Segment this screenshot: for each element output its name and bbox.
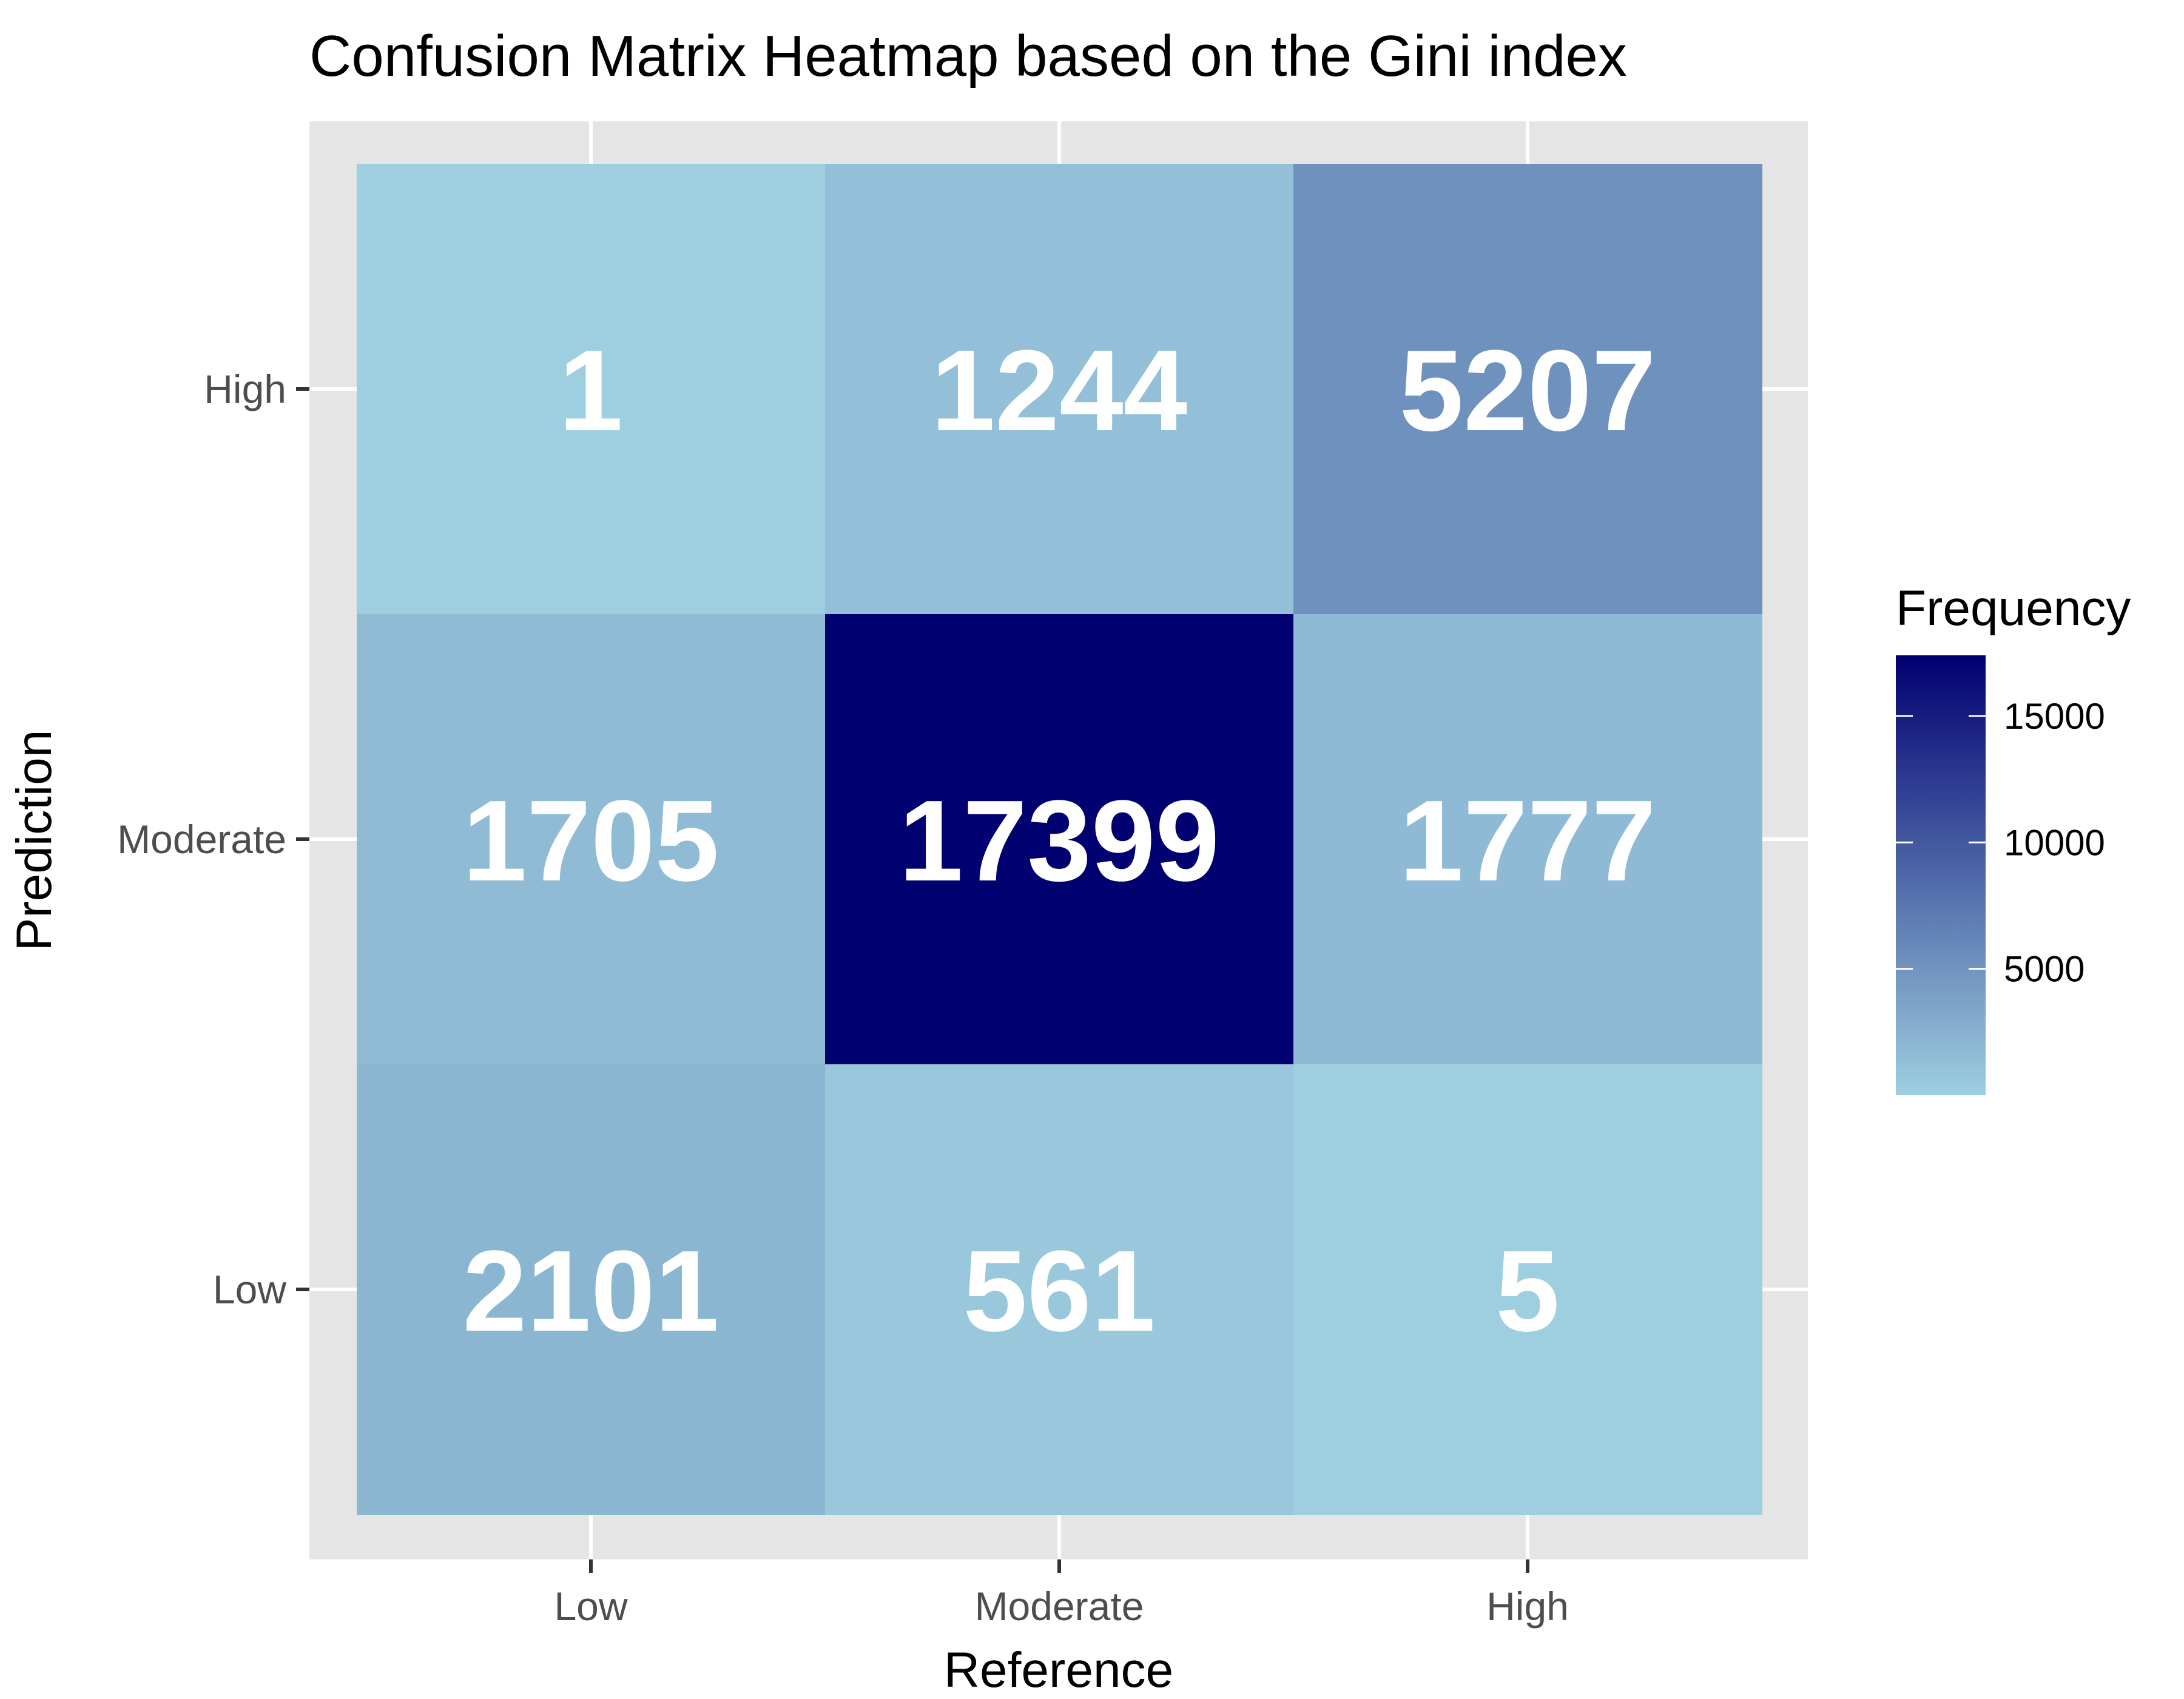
legend-tick-label: 15000 (2004, 696, 2105, 737)
heatmap-tile (825, 614, 1294, 1065)
cell-value-label: 561 (963, 1227, 1155, 1356)
heatmap-cell: 1244 (825, 164, 1294, 615)
heatmap-cell: 1705 (357, 614, 826, 1065)
heatmap-tile (1293, 164, 1762, 615)
heatmap-tile (357, 164, 826, 615)
heatmap-tile (825, 164, 1294, 615)
x-axis-title: Reference (944, 1643, 1173, 1698)
legend-title: Frequency (1896, 581, 2131, 636)
heatmap-cell: 5207 (1293, 164, 1762, 615)
heatmap-cell: 561 (825, 1064, 1294, 1515)
y-axis-title: Prediction (7, 730, 62, 951)
heatmap-cells: 1 1244 5207 1705 17399 1777 2101 561 5 (357, 164, 1762, 1515)
heatmap-tile (357, 614, 826, 1065)
heatmap-tile (357, 1064, 826, 1515)
y-axis: High Moderate Low (117, 366, 309, 1312)
cell-value-label: 1244 (931, 326, 1188, 455)
heatmap-tile (1293, 614, 1762, 1065)
legend: Frequency 5000 10000 15000 (1896, 581, 2131, 1095)
legend-tick-label: 5000 (2004, 949, 2085, 990)
legend-tick-label: 10000 (2004, 822, 2105, 863)
cell-value-label: 2101 (463, 1227, 720, 1356)
y-tick-label: High (204, 366, 286, 411)
x-tick-label: High (1486, 1584, 1569, 1629)
cell-value-label: 5 (1495, 1227, 1560, 1356)
x-axis: Low Moderate High (554, 1559, 1569, 1629)
heatmap-cell: 1777 (1293, 614, 1762, 1065)
chart-title: Confusion Matrix Heatmap based on the Gi… (309, 24, 1627, 89)
x-tick-label: Moderate (975, 1584, 1144, 1629)
y-tick-label: Moderate (117, 817, 286, 862)
heatmap-tile (1293, 1064, 1762, 1515)
cell-value-label: 1705 (463, 777, 720, 905)
heatmap-cell: 2101 (357, 1064, 826, 1515)
heatmap-tile (825, 1064, 1294, 1515)
cell-value-label: 17399 (899, 777, 1219, 905)
heatmap-cell: 1 (357, 164, 826, 615)
cell-value-label: 5207 (1400, 326, 1656, 455)
cell-value-label: 1 (559, 326, 623, 455)
heatmap-cell: 5 (1293, 1064, 1762, 1515)
y-tick-label: Low (213, 1267, 286, 1312)
legend-colorbar (1896, 655, 1986, 1095)
x-tick-label: Low (554, 1584, 627, 1629)
cell-value-label: 1777 (1400, 777, 1656, 905)
heatmap-cell: 17399 (825, 614, 1294, 1065)
